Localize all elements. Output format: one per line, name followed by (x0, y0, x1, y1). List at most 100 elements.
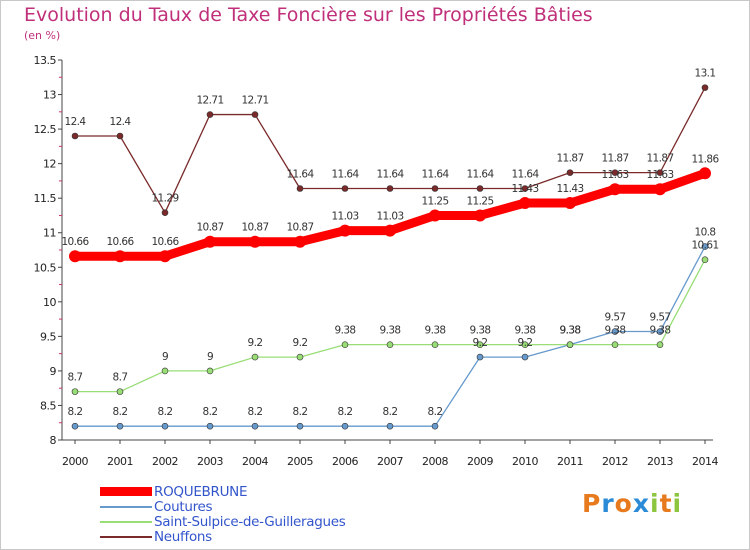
y-tick-label: 12.5 (34, 123, 57, 136)
data-label: 9.38 (515, 325, 536, 337)
data-label: 9.38 (335, 325, 356, 337)
data-label: 10.66 (61, 236, 89, 248)
data-label: 12.71 (196, 95, 223, 107)
data-point (71, 388, 79, 395)
data-point (566, 341, 574, 348)
data-label: 11.64 (421, 169, 449, 181)
data-label: 10.87 (196, 222, 223, 234)
y-tick-label: 11.5 (34, 192, 57, 205)
logo-letter: i (650, 489, 660, 518)
data-label: 11.64 (511, 169, 539, 181)
data-point (251, 353, 259, 361)
data-label: 11.43 (511, 183, 538, 195)
legend-item-coutures: Coutures (100, 499, 346, 515)
data-label: 9.2 (293, 337, 308, 349)
data-point (566, 169, 574, 176)
logo-letter: x (632, 489, 650, 518)
data-label: 8.2 (428, 406, 443, 418)
data-label: 8.2 (383, 406, 398, 418)
data-point (474, 209, 486, 222)
chart-subtitle: (en %) (24, 29, 61, 42)
data-label: 8.2 (113, 406, 128, 418)
data-label: 8.2 (338, 406, 353, 418)
data-label: 9.38 (560, 325, 581, 337)
x-tick-label: 2014 (692, 455, 718, 468)
data-point (206, 367, 214, 375)
x-tick-label: 2012 (602, 455, 628, 468)
chart-series (69, 84, 711, 430)
data-label: 11.86 (691, 153, 719, 165)
legend-item-roquebrune: ROQUEBRUNE (100, 483, 346, 500)
y-tick-label: 13 (43, 89, 56, 102)
data-point (341, 185, 349, 192)
chart-axes: 8 8.5 9 9.5 10 10.5 11 11.5 12 12.5 13 13.5 2000 2001… (34, 54, 719, 468)
data-label: 10.87 (241, 222, 268, 234)
data-point (654, 183, 666, 196)
data-point (521, 185, 529, 192)
data-point (341, 341, 349, 348)
data-point (386, 422, 394, 430)
data-label: 11.64 (331, 169, 359, 181)
data-point (161, 367, 169, 375)
data-label: 9.57 (650, 312, 671, 324)
data-point (609, 183, 621, 196)
proxiti-logo: Proxiti (582, 489, 682, 518)
x-tick-label: 2004 (242, 455, 268, 468)
data-point (431, 341, 439, 348)
data-label: 9.38 (560, 325, 581, 337)
legend-label-neuffons: Neuffons (154, 528, 212, 545)
data-label: 9.38 (470, 325, 491, 337)
y-tick-label: 11 (43, 227, 56, 240)
data-label: 8.2 (68, 406, 83, 418)
data-point (116, 422, 124, 430)
data-point (701, 243, 709, 250)
data-label: 13.1 (695, 68, 716, 80)
logo-letter: t (659, 489, 673, 518)
logo-letter: P (582, 489, 602, 518)
x-tick-label: 2005 (287, 455, 313, 468)
data-point (429, 209, 441, 222)
x-tick-label: 2008 (422, 455, 448, 468)
x-tick-label: 2003 (197, 455, 223, 468)
data-label: 10.66 (151, 236, 179, 248)
data-point (384, 224, 396, 237)
data-point (519, 197, 531, 210)
chart-data-labels: 12.4 12.4 11.29 12.71 12.71 11.64 11.64 11.64 11… (61, 68, 720, 419)
y-tick-label: 8 (50, 434, 57, 447)
data-point (249, 235, 261, 248)
data-point (339, 224, 351, 237)
data-point (296, 422, 304, 430)
legend-label-roquebrune: ROQUEBRUNE (154, 483, 248, 500)
data-point (431, 422, 439, 430)
logo-letter: i (672, 489, 683, 518)
x-tick-label: 2000 (62, 455, 88, 468)
data-point (701, 84, 709, 91)
data-label: 8.2 (248, 406, 263, 418)
legend-swatch-saint-sulpice (100, 520, 152, 523)
y-tick-label: 8.5 (40, 399, 56, 412)
y-tick-label: 9.5 (40, 330, 56, 343)
legend-swatch-coutures (100, 505, 152, 508)
data-label: 9 (207, 351, 213, 363)
data-point (251, 422, 259, 430)
data-point (521, 341, 529, 348)
x-tick-label: 2006 (332, 455, 358, 468)
y-tick-label: 12 (43, 158, 56, 171)
data-label: 11.25 (421, 195, 448, 207)
data-label: 11.87 (646, 153, 673, 165)
y-tick-label: 13.5 (34, 54, 57, 67)
legend-label-saint-sulpice: Saint-Sulpice-de-Guilleragues (154, 513, 346, 530)
data-label: 12.4 (65, 116, 87, 128)
data-label: 12.4 (110, 116, 132, 128)
data-label: 11.87 (556, 153, 583, 165)
x-tick-label: 2002 (152, 455, 178, 468)
data-label: 9.2 (473, 337, 488, 349)
data-point (699, 167, 711, 180)
data-point (206, 111, 214, 118)
data-label: 9.38 (380, 325, 401, 337)
x-tick-label: 2007 (377, 455, 403, 468)
y-tick-label: 10 (43, 296, 56, 309)
data-label: 9.57 (605, 312, 626, 324)
